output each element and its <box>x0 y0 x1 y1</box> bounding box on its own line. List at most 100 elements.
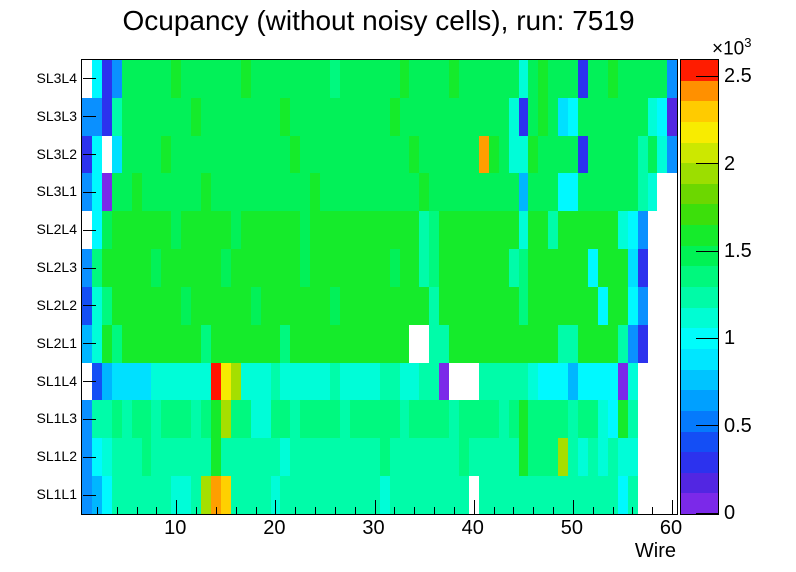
heatmap-cell <box>290 97 301 136</box>
x-axis-major-tick <box>572 500 574 514</box>
x-axis-minor-tick <box>235 507 237 514</box>
heatmap-cell <box>498 211 509 250</box>
heatmap-cell <box>558 286 569 325</box>
heatmap-cell <box>548 211 559 250</box>
heatmap-cell <box>429 97 440 136</box>
heatmap-cell <box>181 249 192 287</box>
heatmap-cell <box>449 362 460 401</box>
heatmap-cell <box>617 438 628 477</box>
heatmap-cell <box>488 286 499 325</box>
heatmap-cell <box>290 60 301 98</box>
heatmap-cell <box>240 400 251 439</box>
plot-title: Ocupancy (without noisy cells), run: 751… <box>122 5 635 36</box>
heatmap-cell <box>597 476 608 514</box>
heatmap-cell <box>548 400 559 439</box>
heatmap-cell <box>518 60 529 98</box>
heatmap-cell <box>201 60 211 98</box>
heatmap-cell <box>597 286 608 325</box>
heatmap-cell <box>528 476 539 514</box>
heatmap-cell <box>419 249 430 287</box>
x-axis-minor-tick <box>394 507 396 514</box>
heatmap-cell <box>637 97 648 136</box>
heatmap-cell <box>389 173 400 212</box>
heatmap-cell <box>429 60 440 98</box>
heatmap-cell <box>270 286 281 325</box>
x-axis-minor-tick <box>156 507 158 514</box>
heatmap-cell <box>191 324 202 363</box>
heatmap-cell <box>478 400 489 439</box>
heatmap-cell <box>260 97 271 136</box>
heatmap-cell <box>468 324 479 363</box>
heatmap-cell <box>369 135 380 174</box>
heatmap-cell <box>151 249 162 287</box>
heatmap-cell <box>320 135 331 174</box>
heatmap-cell <box>230 400 241 439</box>
heatmap-cell <box>171 324 182 363</box>
heatmap-cell <box>429 286 440 325</box>
heatmap-cell <box>578 211 589 250</box>
heatmap-cell <box>260 286 271 325</box>
heatmap-cell <box>339 249 350 287</box>
colorbar-band <box>681 245 718 267</box>
heatmap-cell <box>627 135 638 174</box>
heatmap-cell <box>369 173 380 212</box>
heatmap-cell <box>310 60 321 98</box>
x-axis-minor-tick <box>513 507 515 514</box>
x-axis-minor-tick <box>592 507 594 514</box>
heatmap-cell <box>260 324 271 363</box>
heatmap-cell <box>141 362 152 401</box>
heatmap-cell <box>627 438 638 477</box>
y-axis-label: SL3L4 <box>36 69 77 86</box>
heatmap-cell <box>191 97 202 136</box>
heatmap-cell <box>558 211 569 250</box>
heatmap-cell <box>508 438 519 477</box>
heatmap-cell <box>439 249 450 287</box>
heatmap-cell <box>667 60 678 98</box>
heatmap-cell <box>409 476 420 514</box>
heatmap-cell <box>637 135 648 174</box>
colorbar-band <box>681 452 718 473</box>
heatmap-cell <box>349 249 360 287</box>
heatmap-cell <box>597 97 608 136</box>
heatmap-cell <box>260 211 271 250</box>
heatmap-cell <box>568 438 579 477</box>
heatmap-cell <box>349 60 360 98</box>
heatmap-cell <box>399 438 410 477</box>
heatmap-cell <box>320 173 331 212</box>
heatmap-cell <box>280 324 291 363</box>
heatmap-cell <box>339 324 350 363</box>
y-axis-label: SL1L4 <box>36 372 77 389</box>
heatmap-cell <box>121 211 132 250</box>
heatmap-cell <box>290 135 301 174</box>
heatmap-cell <box>91 211 102 250</box>
heatmap-cell <box>330 286 340 325</box>
heatmap-cell <box>647 400 658 439</box>
heatmap-cell <box>409 211 420 250</box>
heatmap-cell <box>201 400 211 439</box>
heatmap-cell <box>270 173 281 212</box>
heatmap-cell <box>389 249 400 287</box>
heatmap-cell <box>478 135 489 174</box>
y-axis-label: SL3L2 <box>36 145 77 162</box>
heatmap-cell <box>230 286 241 325</box>
heatmap-cell <box>250 362 261 401</box>
heatmap-cell <box>399 400 410 439</box>
heatmap-cell <box>280 362 291 401</box>
heatmap-cell <box>191 438 202 477</box>
heatmap-cell <box>578 400 589 439</box>
heatmap-cell <box>171 97 182 136</box>
heatmap-cell <box>607 211 618 250</box>
heatmap-cell <box>439 400 450 439</box>
heatmap-cell <box>260 362 271 401</box>
heatmap-cell <box>488 249 499 287</box>
x-axis-minor-tick <box>215 507 217 514</box>
heatmap-cell <box>647 362 658 401</box>
heatmap-cell <box>528 324 539 363</box>
colorbar-band <box>681 121 718 143</box>
heatmap-cell <box>409 173 420 212</box>
heatmap-cell <box>280 135 291 174</box>
heatmap-cell <box>548 173 559 212</box>
colorbar-band <box>681 204 718 226</box>
heatmap-cell <box>310 400 321 439</box>
